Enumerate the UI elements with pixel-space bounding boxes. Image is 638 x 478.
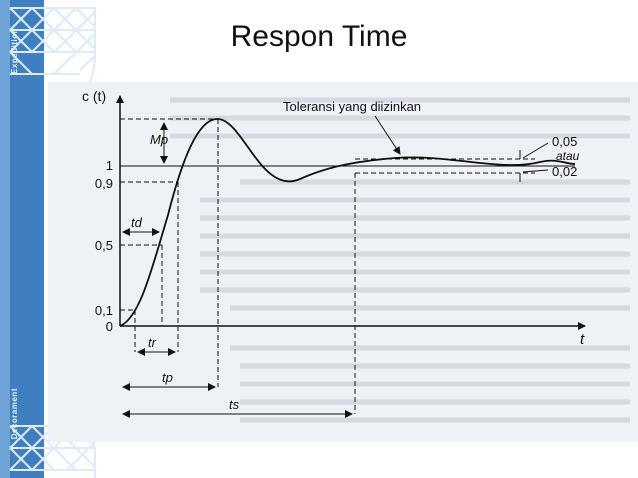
tol-or-label: atau [556,149,580,163]
decorative-sidebar: Expedition Decorament [0,0,96,478]
sidebar-stripe [0,0,10,478]
y-tick-0-1: 0,1 [95,303,113,318]
response-figure: c (t) t 0 0,1 0,5 0,9 1 Toleransi yang d… [48,82,638,442]
x-axis-label: t [580,331,585,348]
y-tick-0: 0 [106,319,113,334]
y-tick-1: 1 [106,158,113,173]
tp-label: tp [162,370,173,385]
tr-label: tr [148,335,157,350]
tol-upper-leader [522,142,549,159]
tol-lower-leader [522,169,549,173]
td-label: td [131,215,143,230]
response-curve [119,118,576,327]
y-tick-0-5: 0,5 [95,238,113,253]
tolerance-arrow [374,115,401,155]
tol-upper-label: 0,05 [552,134,577,149]
y-axis-label: c (t) [82,88,106,104]
tol-lower-label: 0,02 [552,164,577,179]
mp-label: Mp [150,132,168,147]
step-response-diagram: c (t) t 0 0,1 0,5 0,9 1 Toleransi yang d… [82,88,630,423]
tolerance-label: Toleransi yang diizinkan [283,99,421,114]
y-tick-0-9: 0,9 [95,176,113,191]
background-text-texture [170,97,630,423]
slide-title: Respon Time [230,20,408,53]
sidebar-bottom-text: Decorament [10,388,19,440]
ts-label: ts [229,397,240,412]
